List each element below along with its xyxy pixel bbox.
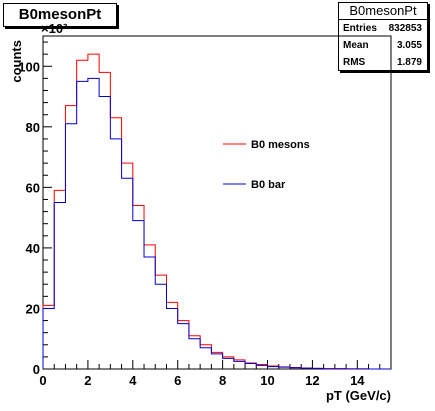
stats-value: 832853 bbox=[388, 23, 422, 34]
plot-frame bbox=[42, 35, 392, 370]
y-axis-label: counts bbox=[9, 40, 24, 83]
x-tick-label: 2 bbox=[84, 373, 91, 388]
series-layer bbox=[42, 53, 391, 370]
stats-value: 1.879 bbox=[396, 57, 422, 68]
y-tick-label: 100 bbox=[18, 59, 40, 74]
x-tick-label: 6 bbox=[174, 373, 181, 388]
legend: B0 mesons B0 bar bbox=[223, 139, 310, 191]
x-tick-label: 0 bbox=[39, 373, 46, 388]
histogram-title: B0mesonPt bbox=[3, 3, 117, 27]
stats-title: B0mesonPt bbox=[339, 3, 427, 20]
stats-label: RMS bbox=[343, 57, 366, 68]
stats-row-entries: Entries 832853 bbox=[339, 21, 427, 37]
legend-label-b0-mesons: B0 mesons bbox=[251, 139, 310, 151]
legend-label-b0-bar: B0 bar bbox=[251, 179, 286, 191]
y-axis-ticks: 0 20 40 60 80 100 bbox=[18, 41, 52, 377]
y-axis-multiplier: ×10³ bbox=[41, 21, 68, 36]
x-tick-label: 8 bbox=[219, 373, 226, 388]
x-tick-label: 10 bbox=[260, 373, 274, 388]
x-axis-label: pT (GeV/c) bbox=[326, 388, 391, 403]
stats-label: Mean bbox=[343, 40, 369, 51]
y-tick-label: 40 bbox=[26, 241, 40, 256]
x-tick-label: 14 bbox=[350, 373, 365, 388]
x-tick-label: 4 bbox=[129, 373, 137, 388]
stats-row-mean: Mean 3.055 bbox=[339, 38, 427, 54]
x-axis-ticks: 0 2 4 6 8 10 12 14 bbox=[39, 360, 381, 388]
y-tick-label: 0 bbox=[33, 362, 40, 377]
x-tick-label: 12 bbox=[305, 373, 319, 388]
y-tick-label: 80 bbox=[26, 120, 40, 135]
histogram-series-b0-bar bbox=[42, 77, 391, 370]
stats-label: Entries bbox=[343, 23, 377, 34]
y-tick-label: 20 bbox=[26, 301, 40, 316]
y-tick-label: 60 bbox=[26, 180, 40, 195]
histogram-series-b0-mesons bbox=[42, 53, 391, 370]
stats-row-rms: RMS 1.879 bbox=[339, 55, 427, 71]
stats-value: 3.055 bbox=[396, 40, 422, 51]
